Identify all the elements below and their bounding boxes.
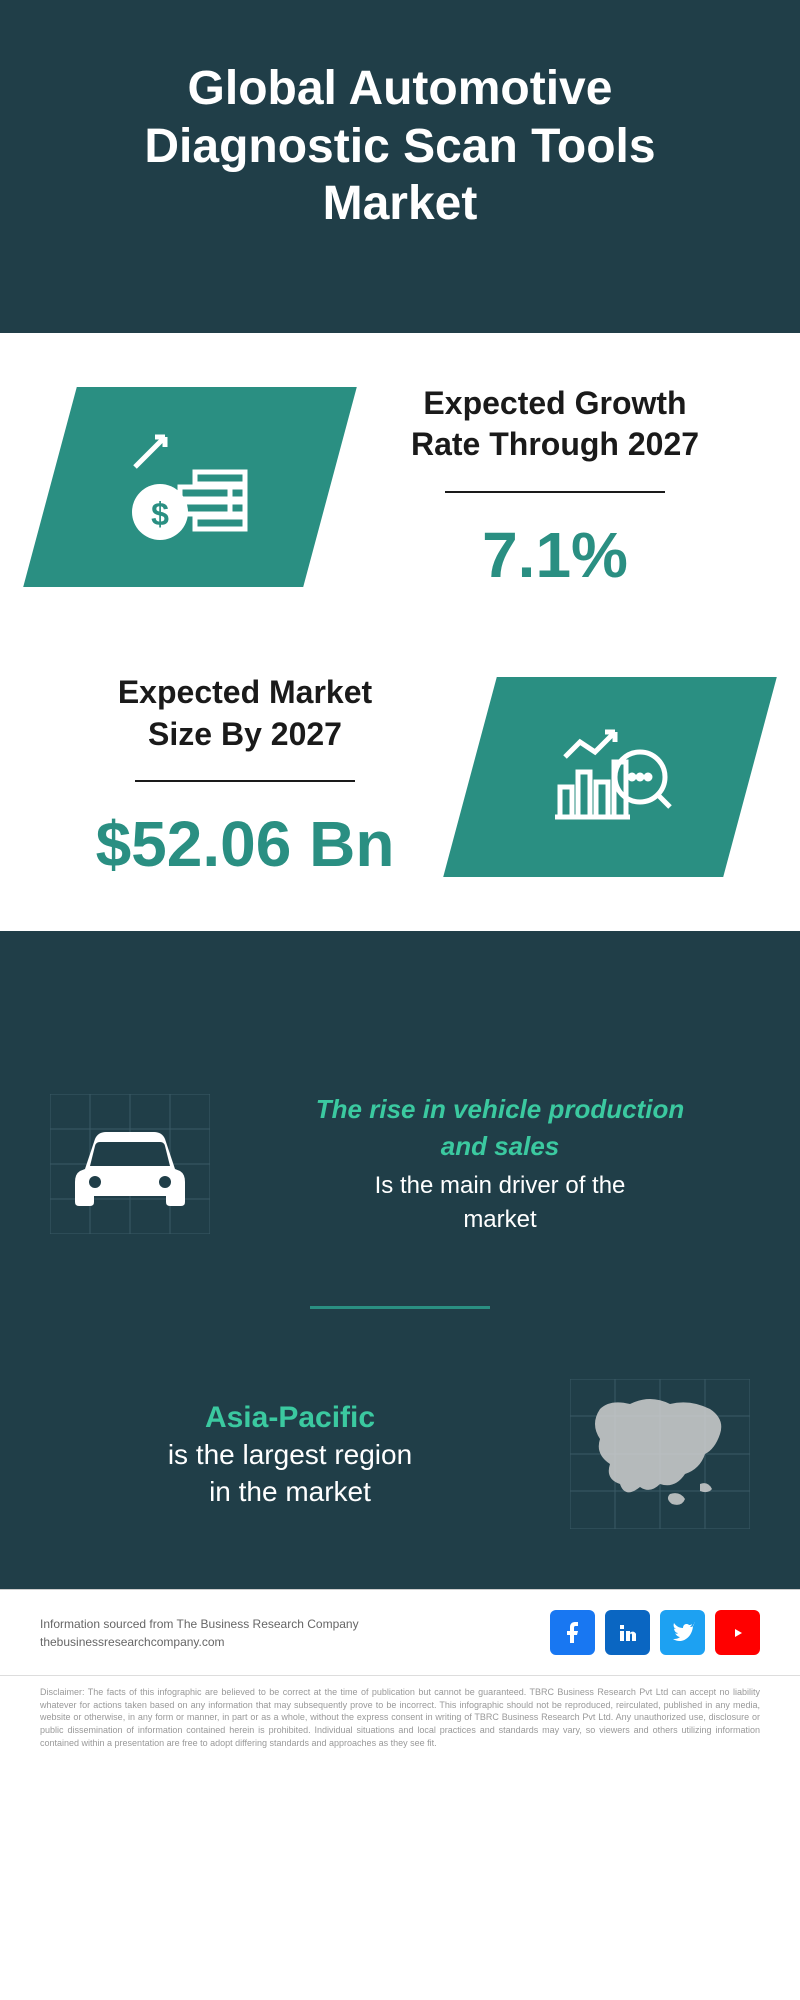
section-divider (310, 1306, 490, 1309)
analytics-icon-box (443, 677, 777, 877)
market-size-value: $52.06 Bn (50, 807, 440, 881)
divider (445, 491, 665, 493)
car-icon-box (50, 1094, 210, 1234)
linkedin-icon[interactable] (605, 1610, 650, 1655)
asia-map-icon (570, 1379, 750, 1529)
market-size-stat: Expected Market Size By 2027 $52.06 Bn (50, 672, 470, 881)
page-title: Global Automotive Diagnostic Scan Tools … (40, 60, 760, 233)
twitter-icon[interactable] (660, 1610, 705, 1655)
city-skyline-icon (0, 931, 800, 1051)
social-icons (550, 1610, 760, 1655)
analytics-search-icon (540, 707, 680, 847)
stat-section-growth: $ Expected Growth Rate Through 2027 7.1% (0, 333, 800, 642)
map-icon-box (570, 1379, 750, 1529)
driver-highlight: The rise in vehicle production and sales (250, 1091, 750, 1164)
region-subtext: is the largest region in the market (50, 1437, 530, 1510)
growth-value: 7.1% (360, 518, 750, 592)
skyline-divider (0, 931, 800, 1051)
growth-label: Expected Growth Rate Through 2027 (360, 383, 750, 466)
money-growth-icon: $ (120, 417, 260, 557)
credit-bar: Information sourced from The Business Re… (0, 1589, 800, 1675)
region-text: Asia-Pacific is the largest region in th… (50, 1398, 530, 1510)
insights-section: The rise in vehicle production and sales… (0, 1051, 800, 1589)
disclaimer-text: Disclaimer: The facts of this infographi… (0, 1675, 800, 1779)
driver-subtext: Is the main driver of the market (250, 1169, 750, 1236)
youtube-icon[interactable] (715, 1610, 760, 1655)
region-highlight: Asia-Pacific (50, 1398, 530, 1437)
driver-text: The rise in vehicle production and sales… (250, 1091, 750, 1236)
header-banner: Global Automotive Diagnostic Scan Tools … (0, 0, 800, 333)
market-driver-row: The rise in vehicle production and sales… (50, 1091, 750, 1236)
car-icon (50, 1094, 210, 1234)
credit-text: Information sourced from The Business Re… (40, 1615, 359, 1651)
region-row: Asia-Pacific is the largest region in th… (50, 1379, 750, 1529)
facebook-icon[interactable] (550, 1610, 595, 1655)
svg-text:$: $ (151, 496, 169, 532)
divider (135, 780, 355, 782)
growth-stat: Expected Growth Rate Through 2027 7.1% (330, 383, 750, 592)
stat-section-market-size: Expected Market Size By 2027 $52.06 Bn (0, 642, 800, 931)
growth-icon-box: $ (23, 387, 357, 587)
market-size-label: Expected Market Size By 2027 (50, 672, 440, 755)
